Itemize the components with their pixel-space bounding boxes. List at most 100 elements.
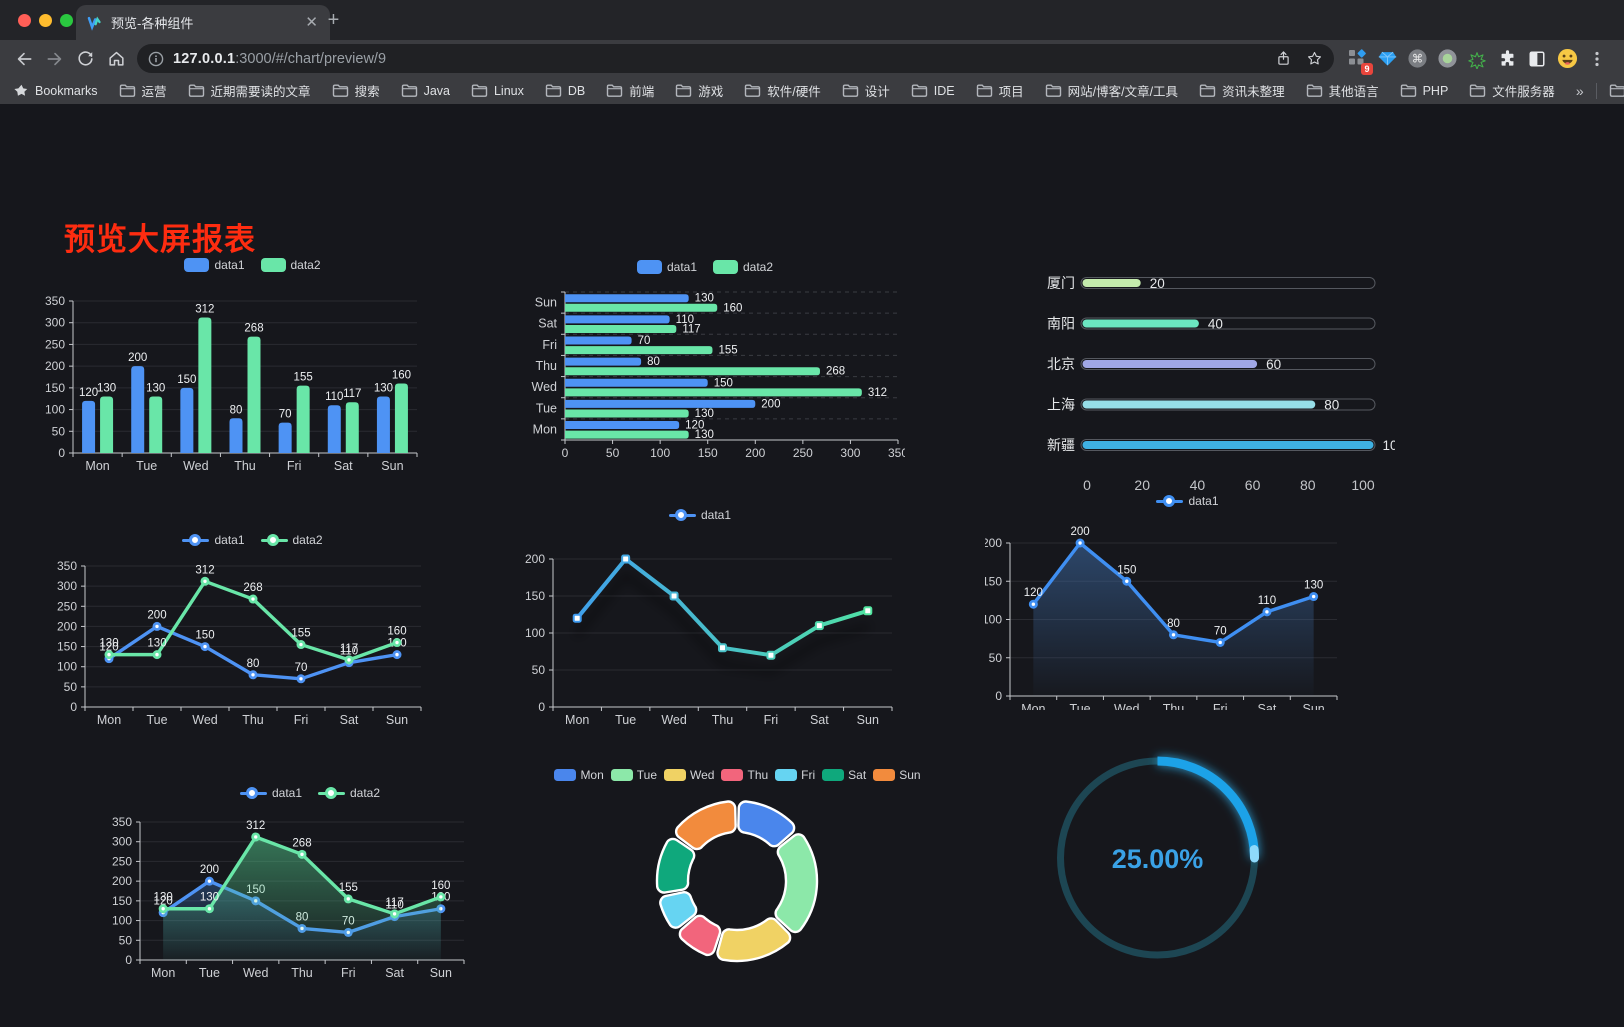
- legend-item[interactable]: Mon: [554, 768, 604, 782]
- chart-line-gradient[interactable]: 0 50 100 150 200 Mon Tue Wed Thu Fri Sat Sun data1: [500, 500, 900, 732]
- back-button[interactable]: [8, 43, 39, 74]
- svg-text:Fri: Fri: [542, 338, 557, 352]
- legend-item[interactable]: Thu: [721, 768, 768, 782]
- legend-item[interactable]: data2: [260, 258, 321, 272]
- bookmark-folder[interactable]: 文件服务器: [1469, 81, 1555, 100]
- bookmark-folder[interactable]: 其他语言: [1306, 81, 1379, 100]
- bookmark-folder[interactable]: PHP: [1400, 84, 1448, 98]
- extensions-puzzle-icon[interactable]: [1492, 44, 1522, 74]
- chart-area-double[interactable]: 0 50 100 150 200 250 300 350 Mon Tue Wed Thu Fri Sat S…: [100, 774, 520, 992]
- browser-tab[interactable]: 预览-各种组件 ✕: [76, 5, 330, 40]
- address-bar[interactable]: 127.0.0.1:3000/#/chart/preview/9: [137, 44, 1334, 73]
- bookmark-folder[interactable]: IDE: [911, 84, 955, 98]
- site-info-icon[interactable]: [148, 51, 164, 67]
- svg-text:100: 100: [650, 446, 670, 460]
- svg-text:北京: 北京: [1047, 356, 1075, 372]
- legend-item[interactable]: data1: [184, 258, 245, 272]
- chart-grouped-bar[interactable]: 0 50 100 150 200 250 300 350 Mon Tue Wed Thu Fri Sat S…: [45, 252, 460, 477]
- svg-text:120: 120: [685, 420, 704, 432]
- svg-text:130: 130: [154, 892, 173, 904]
- chart-area-single[interactable]: 0 50 100 150 200 Mon Tue Wed Thu Fri Sat Sun 120 200 1…: [985, 490, 1390, 710]
- svg-text:Mon: Mon: [1021, 702, 1045, 710]
- home-button[interactable]: [101, 43, 132, 74]
- svg-text:Wed: Wed: [1114, 702, 1140, 710]
- emoji-extension-icon[interactable]: [1552, 44, 1582, 74]
- legend-item[interactable]: data1: [668, 508, 731, 522]
- bookmark-folder[interactable]: 游戏: [675, 81, 723, 100]
- bookmark-folder[interactable]: Java: [401, 84, 450, 98]
- bookmark-folder[interactable]: 网站/博客/文章/工具: [1045, 81, 1178, 100]
- svg-text:50: 50: [52, 424, 66, 438]
- legend-item[interactable]: data2: [260, 533, 323, 547]
- legend-swatch: [721, 769, 744, 781]
- bookmarks-overflow-chevron[interactable]: »: [1575, 82, 1584, 99]
- legend-line-marker: [318, 786, 345, 800]
- bookmark-folder[interactable]: 软件/硬件: [744, 81, 821, 100]
- bookmark-folder[interactable]: DB: [545, 84, 585, 98]
- legend-item[interactable]: data2: [318, 786, 380, 800]
- new-tab-button[interactable]: +: [327, 9, 340, 31]
- svg-text:70: 70: [279, 409, 292, 421]
- bookmark-folder[interactable]: 前端: [606, 81, 654, 100]
- svg-text:117: 117: [385, 897, 403, 909]
- bookmark-folder[interactable]: 资讯未整理: [1199, 81, 1285, 100]
- minimize-window-button[interactable]: [39, 14, 52, 27]
- folder-icon: [842, 84, 858, 97]
- reload-button[interactable]: [70, 43, 101, 74]
- svg-text:100: 100: [57, 660, 77, 674]
- green-star-extension-icon[interactable]: [1462, 44, 1492, 74]
- bookmark-star-icon[interactable]: [1299, 43, 1330, 74]
- bookmark-folder[interactable]: 项目: [976, 81, 1024, 100]
- chart-donut-pie[interactable]: Mon Tue Wed Thu Fri Sat Sun: [550, 764, 925, 979]
- maximize-window-button[interactable]: [60, 14, 73, 27]
- bookmark-folder[interactable]: 近期需要读的文章: [188, 81, 311, 100]
- browser-menu-kebab-icon[interactable]: [1582, 44, 1612, 74]
- svg-text:Tue: Tue: [536, 401, 557, 415]
- folder-icon: [1609, 84, 1624, 97]
- bookmark-folder[interactable]: 搜索: [332, 81, 380, 100]
- command-extension-icon[interactable]: ⌘: [1402, 44, 1432, 74]
- svg-text:130: 130: [374, 383, 393, 395]
- other-bookmarks-folder[interactable]: 其他书签: [1609, 81, 1624, 100]
- svg-text:⌘: ⌘: [1411, 54, 1422, 66]
- split-screen-extension-icon[interactable]: [1522, 44, 1552, 74]
- share-icon[interactable]: [1268, 43, 1299, 74]
- svg-text:130: 130: [1304, 580, 1323, 592]
- legend-item[interactable]: Sat: [822, 768, 866, 782]
- bookmarks-manager[interactable]: Bookmarks: [14, 83, 98, 98]
- legend-item[interactable]: data1: [1156, 494, 1219, 508]
- forward-button[interactable]: [39, 43, 70, 74]
- legend-item[interactable]: Wed: [664, 768, 714, 782]
- chart-gauge[interactable]: 25.00%: [1040, 744, 1275, 979]
- legend-item[interactable]: Sun: [873, 768, 921, 782]
- svg-text:Sun: Sun: [857, 713, 879, 727]
- window-controls[interactable]: [18, 14, 73, 27]
- chart-horizontal-bar[interactable]: 0 50 100 150 200 250 300 350 Sun 130 160 Sat 110 117 F…: [505, 252, 905, 469]
- svg-text:200: 200: [112, 874, 132, 888]
- svg-text:200: 200: [1070, 526, 1089, 538]
- chart-progress-bars[interactable]: 厦门 20 南阳 40 北京 60 上海 80 新疆 100 0 20 40 60 80 100: [990, 254, 1395, 499]
- legend-item[interactable]: Tue: [610, 768, 657, 782]
- page-title: 预览大屏报表: [64, 222, 256, 257]
- svg-text:60: 60: [1266, 357, 1281, 372]
- close-window-button[interactable]: [18, 14, 31, 27]
- tab-manager-extension-icon[interactable]: 9: [1342, 44, 1373, 75]
- bookmark-folder[interactable]: 运营: [119, 81, 167, 100]
- folder-icon: [976, 84, 992, 97]
- svg-text:Wed: Wed: [661, 713, 687, 727]
- legend-item[interactable]: Fri: [775, 768, 815, 782]
- legend-item[interactable]: data1: [182, 533, 245, 547]
- legend-item[interactable]: data1: [636, 260, 697, 274]
- bookmark-folder[interactable]: 设计: [842, 81, 890, 100]
- svg-text:100: 100: [1383, 438, 1396, 453]
- svg-text:150: 150: [698, 446, 718, 460]
- legend-item[interactable]: data2: [713, 260, 773, 274]
- legend-item[interactable]: data1: [239, 786, 302, 800]
- svg-text:Thu: Thu: [291, 966, 313, 980]
- recorder-extension-icon[interactable]: [1432, 44, 1462, 74]
- close-tab-icon[interactable]: ✕: [305, 14, 318, 31]
- chart-line-basic[interactable]: 0 50 100 150 200 250 300 350 Mon Tue Wed Thu Fri Sat S…: [45, 527, 460, 742]
- gem-extension-icon[interactable]: [1372, 44, 1402, 74]
- bookmark-folder[interactable]: Linux: [471, 84, 524, 98]
- svg-text:厦门: 厦门: [1047, 275, 1075, 291]
